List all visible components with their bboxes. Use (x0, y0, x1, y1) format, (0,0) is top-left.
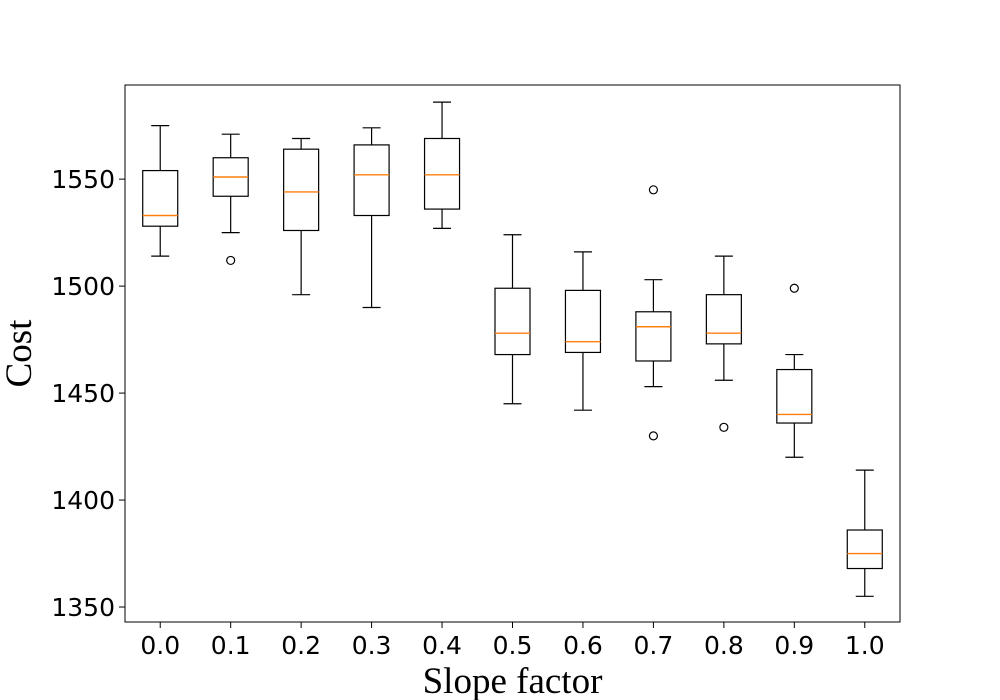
outlier-point (789, 283, 799, 293)
box-iqr (846, 529, 883, 570)
x-tick-label: 0.6 (563, 631, 603, 660)
box-group-0.5 (494, 234, 531, 405)
outlier-point (226, 255, 236, 266)
box-group-0.1 (212, 133, 249, 266)
x-tick-label: 0.3 (352, 631, 392, 660)
box-iqr (635, 311, 672, 362)
x-tick-label: 0.9 (774, 631, 814, 660)
y-tick-label: 1400 (51, 486, 115, 515)
y-tick-label: 1550 (51, 165, 115, 194)
x-tick-label: 0.1 (211, 631, 251, 660)
box-iqr (283, 148, 320, 232)
outlier-point (648, 431, 659, 441)
y-tick-label: 1450 (51, 379, 115, 408)
box-group-1.0 (846, 469, 883, 597)
outlier-point (719, 422, 729, 432)
box-group-0.6 (564, 251, 602, 411)
x-tick-label: 0.7 (634, 631, 674, 660)
box-group-0.7 (635, 185, 672, 441)
box-group-0.3 (353, 127, 390, 309)
box-iqr (564, 289, 602, 354)
box-group-0.8 (705, 255, 742, 432)
x-axis-label: Slope factor (423, 661, 603, 700)
plot-frame (124, 84, 901, 623)
y-axis-label: Cost (0, 319, 40, 388)
chart-marks (142, 101, 883, 597)
y-tick-label: 1350 (51, 593, 115, 622)
box-iqr (142, 169, 179, 227)
chart-axes: 0.0 0.1 0.2 0.3 0.4 0.5 0.6 0.7 0.8 0.9 1.0 1350 140… (51, 165, 884, 660)
x-tick-label: 0.5 (493, 631, 533, 660)
box-group-0.4 (423, 101, 461, 229)
box-group-0.0 (142, 125, 179, 257)
box-iqr (353, 144, 390, 217)
x-tick-label: 0.2 (281, 631, 321, 660)
x-tick-label: 1.0 (845, 631, 885, 660)
x-tick-label: 0.8 (704, 631, 744, 660)
x-tick-label: 0.4 (422, 631, 462, 660)
box-iqr (776, 368, 813, 424)
box-iqr (494, 287, 531, 356)
y-tick-label: 1500 (51, 272, 115, 301)
box-iqr (705, 294, 742, 345)
box-iqr (423, 137, 461, 210)
x-tick-label: 0.0 (140, 631, 180, 660)
box-group-0.9 (776, 283, 813, 458)
outlier-point (648, 185, 659, 195)
box-group-0.2 (283, 137, 320, 296)
